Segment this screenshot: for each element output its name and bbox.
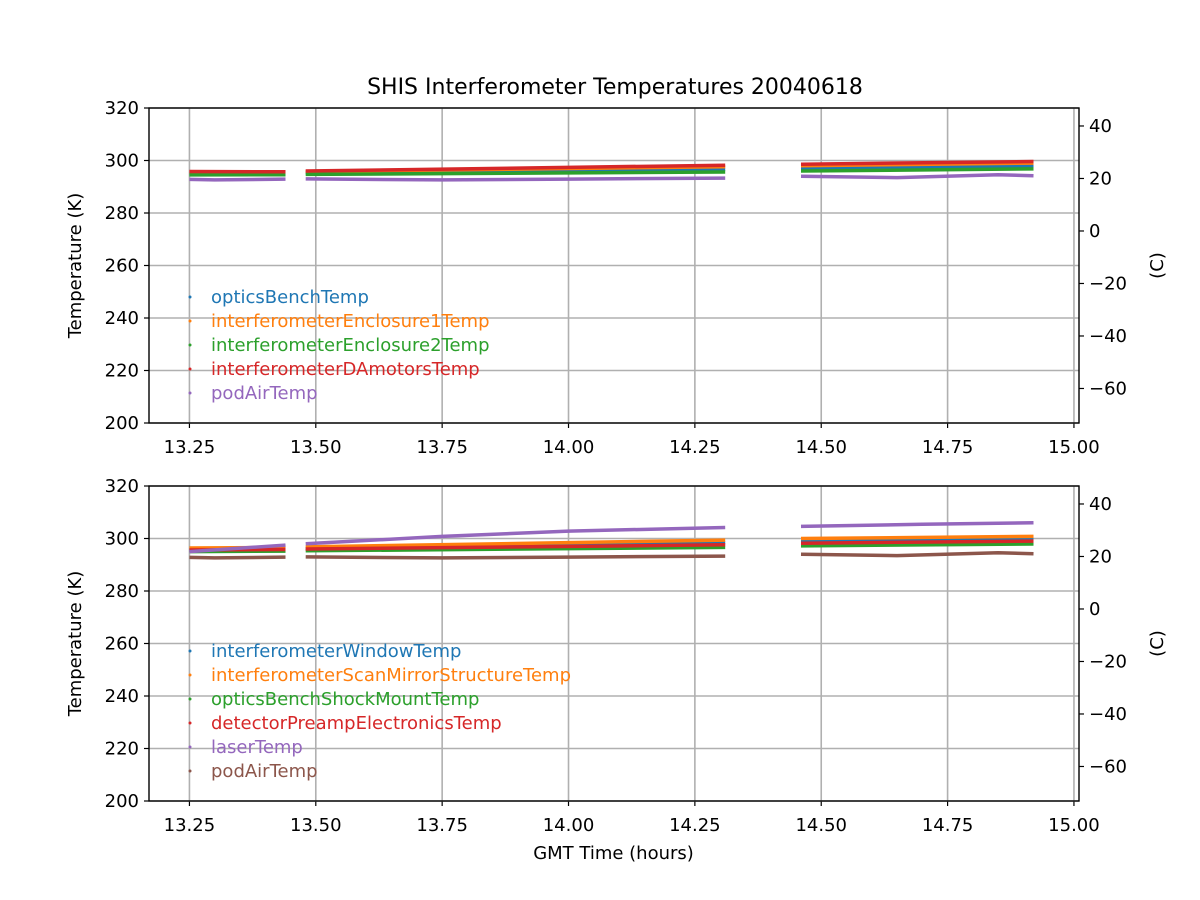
axes-frame (148, 485, 1080, 802)
y-tick-label: 260 (105, 256, 139, 277)
y-tick-label: 280 (105, 203, 139, 224)
y-tick-label: 200 (105, 791, 139, 812)
legend-marker (188, 769, 192, 773)
series-line-opticsBenchShockMountTemp (800, 542, 1034, 548)
x-tick-label: 13.50 (290, 815, 342, 836)
series-line-interferometerDAmotorsTemp (305, 163, 726, 173)
x-axis-label: GMT Time (hours) (533, 843, 694, 864)
legend-label: podAirTemp (211, 383, 318, 404)
legend-marker (188, 673, 192, 677)
right-y-tick-label: 20 (1089, 168, 1112, 189)
series-line-podAirTemp (800, 550, 1034, 558)
right-y-tick-label: −40 (1089, 326, 1127, 347)
x-tick-label: 14.50 (795, 437, 847, 458)
y-tick-label: 220 (105, 739, 139, 760)
panel-1: 13.25 13.50 13.75 14.00 14.25 14.50 14.75 15.00… (65, 98, 1168, 458)
legend-label: opticsBenchShockMountTemp (211, 689, 479, 710)
series-line-interferometerEnclosure2Temp (800, 167, 1034, 173)
x-tick-label: 14.50 (795, 815, 847, 836)
legend-marker (188, 697, 192, 701)
legend-label: opticsBenchTemp (211, 287, 369, 308)
legend-marker (188, 367, 192, 371)
y-tick-label: 280 (105, 581, 139, 602)
right-y-tick-label: −60 (1089, 756, 1127, 777)
legend-marker (188, 649, 192, 653)
x-tick-label: 14.25 (669, 437, 721, 458)
right-y-tick-label: 0 (1089, 599, 1100, 620)
series-line-interferometerScanMirrorStructureTemp (800, 534, 1034, 541)
series-line-podAirTemp (189, 555, 286, 560)
series-line-opticsBenchTemp (800, 164, 1034, 170)
legend-label: interferometerDAmotorsTemp (211, 359, 480, 380)
right-y-tick-label: −40 (1089, 704, 1127, 725)
chart-panels: 13.25 13.50 13.75 14.00 14.25 14.50 14.75 15.00… (65, 98, 1168, 864)
right-y-tick-label: −60 (1089, 378, 1127, 399)
y-tick-label: 260 (105, 634, 139, 655)
chart-title: SHIS Interferometer Temperatures 2004061… (367, 75, 863, 100)
right-y-tick-label: 40 (1089, 494, 1112, 515)
y-tick-label: 220 (105, 361, 139, 382)
right-y-tick-label: 0 (1089, 221, 1100, 242)
right-y-tick-label: −20 (1089, 273, 1127, 294)
series-line-laserTemp (800, 521, 1034, 529)
legend-label: detectorPreampElectronicsTemp (211, 713, 502, 734)
series-line-opticsBenchShockMountTemp (305, 545, 726, 553)
series-line-laserTemp (305, 525, 726, 546)
x-tick-label: 14.00 (543, 815, 595, 836)
legend-label: interferometerScanMirrorStructureTemp (211, 665, 571, 686)
y-tick-label: 320 (105, 476, 139, 497)
legend-marker (188, 391, 192, 395)
series-line-detectorPreampElectronicsTemp (305, 543, 726, 551)
x-tick-label: 15.00 (1048, 437, 1100, 458)
right-y-tick-label: 20 (1089, 546, 1112, 567)
series-line-laserTemp (189, 543, 286, 554)
x-tick-label: 15.00 (1048, 815, 1100, 836)
legend-marker (188, 295, 192, 299)
y-tick-label: 240 (105, 308, 139, 329)
series-line-interferometerEnclosure2Temp (305, 170, 726, 177)
y-axis-label: Temperature (K) (65, 571, 86, 718)
x-tick-label: 14.75 (922, 437, 974, 458)
y-axis-label: Temperature (K) (65, 193, 86, 340)
right-y-axis-label: (C) (1147, 252, 1168, 279)
x-tick-label: 13.25 (164, 437, 216, 458)
legend-label: interferometerEnclosure1Temp (211, 311, 490, 332)
x-tick-label: 14.75 (922, 815, 974, 836)
series-line-podAirTemp (800, 172, 1034, 180)
series-line-podAirTemp (305, 176, 726, 182)
x-tick-label: 13.50 (290, 437, 342, 458)
series-line-interferometerScanMirrorStructureTemp (305, 538, 726, 549)
x-tick-label: 14.00 (543, 437, 595, 458)
legend-label: podAirTemp (211, 761, 318, 782)
series-line-podAirTemp (189, 177, 286, 182)
x-tick-label: 13.75 (416, 437, 468, 458)
right-y-axis-label: (C) (1147, 630, 1168, 657)
y-tick-label: 320 (105, 98, 139, 119)
right-y-tick-label: 40 (1089, 116, 1112, 137)
legend-label: laserTemp (211, 737, 303, 758)
x-tick-label: 14.25 (669, 815, 721, 836)
legend-marker (188, 319, 192, 323)
x-tick-label: 13.75 (416, 815, 468, 836)
y-tick-label: 300 (105, 529, 139, 550)
legend-label: interferometerEnclosure2Temp (211, 335, 490, 356)
legend-marker (188, 745, 192, 749)
y-tick-label: 300 (105, 151, 139, 172)
x-tick-label: 13.25 (164, 815, 216, 836)
y-tick-label: 200 (105, 413, 139, 434)
legend-marker (188, 343, 192, 347)
right-y-tick-label: −20 (1089, 651, 1127, 672)
series-line-interferometerDAmotorsTemp (800, 159, 1034, 166)
axes-frame (148, 107, 1080, 424)
y-tick-label: 240 (105, 686, 139, 707)
panel-2: 13.25 13.50 13.75 14.00 14.25 14.50 14.75 15.00… (65, 476, 1168, 864)
legend-label: interferometerWindowTemp (211, 641, 461, 662)
series-line-podAirTemp (305, 554, 726, 560)
legend-marker (188, 721, 192, 725)
series-line-detectorPreampElectronicsTemp (800, 539, 1034, 545)
